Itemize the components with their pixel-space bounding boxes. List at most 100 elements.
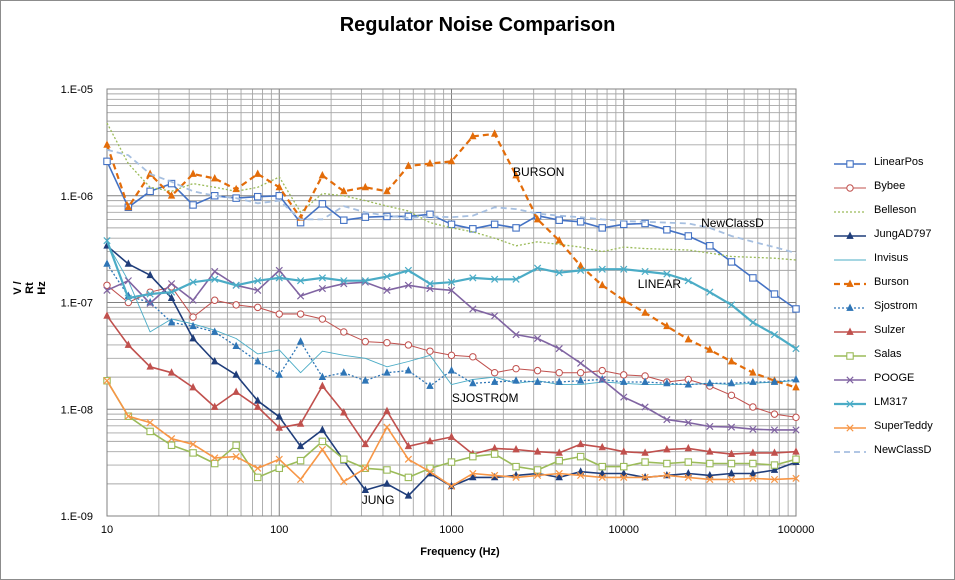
data-point-sulzer — [404, 441, 413, 450]
data-point-superteddy — [383, 423, 391, 431]
data-point-superteddy — [103, 377, 111, 385]
legend-swatch — [834, 160, 866, 168]
data-point-jungad797 — [555, 472, 563, 481]
data-point-sjostrom — [727, 378, 736, 387]
data-point-lm317 — [555, 269, 563, 277]
data-point-burson — [275, 182, 283, 191]
data-point-pooge — [770, 426, 779, 434]
data-point-lm317 — [167, 288, 176, 296]
data-point-pooge — [620, 393, 628, 401]
data-point-bybee — [490, 368, 499, 377]
legend-item-sulzer: Sulzer — [832, 321, 952, 341]
data-point-sulzer — [706, 447, 714, 455]
data-point-pooge — [533, 334, 542, 343]
data-point-burson — [211, 174, 219, 182]
data-point-linearpos — [576, 218, 585, 226]
data-point-superteddy — [361, 464, 369, 472]
data-point-superteddy — [447, 482, 456, 490]
data-point-bybee — [727, 391, 736, 400]
legend-label: Salas — [874, 348, 902, 360]
legend-swatch — [834, 376, 866, 384]
legend-item-linearpos: LinearPos — [832, 153, 952, 173]
data-point-sjostrom — [792, 375, 800, 383]
legend-swatch — [834, 259, 866, 261]
data-point-lm317 — [749, 318, 757, 327]
data-point-pooge — [189, 296, 197, 304]
data-point-pooge — [663, 415, 671, 424]
data-point-burson — [318, 170, 327, 179]
data-point-bybee — [383, 339, 391, 347]
legend-item-salas: Salas — [832, 345, 952, 365]
legend-swatch — [834, 231, 866, 239]
data-point-linearpos — [684, 232, 693, 240]
data-point-salas — [706, 459, 714, 468]
data-point-linearpos — [103, 157, 111, 166]
legend-item-invisus: Invisus — [832, 249, 952, 269]
x-tick-label: 1000 — [439, 524, 463, 536]
data-point-superteddy — [555, 469, 563, 478]
legend-swatch — [834, 451, 866, 453]
data-point-lm317 — [189, 278, 197, 286]
data-point-superteddy — [770, 475, 779, 484]
data-point-sulzer — [167, 368, 176, 376]
data-point-salas — [749, 459, 757, 468]
data-point-lm317 — [533, 264, 542, 272]
data-point-jungad797 — [211, 357, 219, 365]
data-point-pooge — [318, 284, 327, 293]
legend-item-lm317: LM317 — [832, 393, 952, 413]
data-point-pooge — [254, 286, 262, 294]
data-point-sulzer — [727, 449, 736, 458]
data-point-lm317 — [318, 274, 327, 282]
data-point-salas — [555, 456, 563, 465]
data-point-superteddy — [254, 464, 262, 472]
data-point-sulzer — [254, 402, 262, 410]
data-point-pooge — [404, 281, 413, 289]
data-point-sjostrom — [361, 376, 370, 384]
data-point-superteddy — [620, 473, 628, 482]
data-point-jungad797 — [167, 293, 176, 301]
data-point-bybee — [103, 281, 111, 289]
data-point-sjostrom — [254, 357, 262, 365]
data-point-sjostrom — [232, 341, 240, 350]
data-point-sjostrom — [447, 366, 456, 374]
data-point-jungad797 — [146, 270, 154, 279]
data-point-bybee — [318, 315, 327, 323]
legend-label: NewClassD — [874, 444, 932, 456]
data-point-salas — [512, 462, 520, 471]
legend-item-burson: Burson — [832, 273, 952, 293]
data-point-jungad797 — [296, 441, 305, 450]
data-point-linearpos — [167, 179, 176, 188]
data-point-pooge — [706, 422, 714, 431]
data-point-lm317 — [426, 280, 434, 288]
data-point-linearpos — [770, 290, 779, 298]
data-point-burson — [663, 321, 671, 330]
legend-swatch-marker — [846, 352, 854, 360]
data-point-burson — [124, 202, 133, 211]
data-point-sjostrom — [533, 377, 542, 385]
data-point-sjostrom — [684, 380, 692, 388]
data-point-linearpos — [490, 220, 499, 229]
data-point-pooge — [684, 418, 692, 427]
data-point-salas — [146, 427, 154, 436]
data-point-linearpos — [469, 225, 477, 233]
data-point-sjostrom — [318, 372, 327, 381]
data-point-lm317 — [491, 275, 499, 283]
data-point-sulzer — [211, 402, 219, 410]
data-point-linearpos — [598, 224, 606, 232]
data-point-sjostrom — [167, 318, 176, 326]
data-point-linearpos — [275, 192, 283, 200]
legend-swatch-marker — [846, 400, 854, 408]
data-point-sulzer — [361, 439, 370, 448]
data-point-salas — [167, 441, 176, 450]
series-pooge — [103, 266, 800, 434]
data-point-pooge — [598, 375, 606, 384]
data-point-salas — [253, 473, 262, 482]
data-point-linearpos — [361, 213, 370, 221]
data-point-lm317 — [512, 275, 520, 283]
data-point-jungad797 — [727, 469, 736, 477]
data-point-burson — [426, 159, 434, 167]
data-point-pooge — [469, 305, 477, 313]
legend-swatch-marker — [846, 424, 854, 432]
data-point-burson — [555, 236, 563, 244]
data-point-sjostrom — [555, 377, 563, 385]
